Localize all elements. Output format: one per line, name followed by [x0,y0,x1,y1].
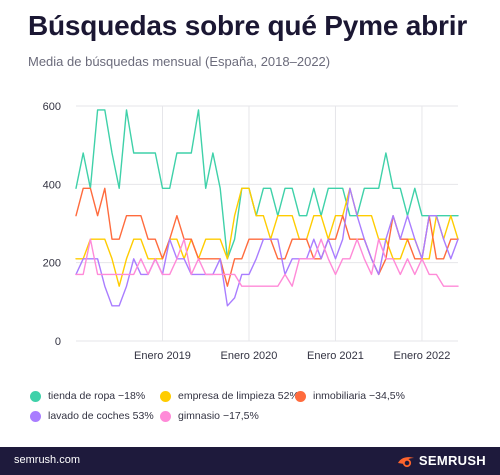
legend-label: tienda de ropa −18% [48,390,146,402]
footer-url[interactable]: semrush.com [14,454,81,466]
x-tick-label: Enero 2022 [394,350,451,362]
legend-swatch [295,390,306,402]
y-tick-label: 400 [43,179,61,191]
semrush-logo: SEMRUSH [397,453,486,468]
y-tick-label: 600 [43,101,61,113]
chart-title: Búsquedas sobre qué Pyme abrir [28,10,468,41]
legend-swatch [30,390,41,402]
y-tick-label: 200 [43,258,61,270]
legend-swatch [30,410,41,422]
x-tick-label: Enero 2021 [307,350,364,362]
legend-item: empresa de limpieza 52% [160,390,299,402]
legend-label: gimnasio −17,5% [178,410,259,422]
y-tick-label: 0 [55,336,61,348]
footer-bar: semrush.com SEMRUSH [0,447,500,475]
legend-item: gimnasio −17,5% [160,410,259,422]
legend-item: tienda de ropa −18% [30,390,145,402]
legend-item: inmobiliaria −34,5% [295,390,405,402]
x-tick-label: Enero 2019 [134,350,191,362]
series-line-1 [75,109,459,260]
x-tick-label: Enero 2020 [221,350,278,362]
legend-item: lavado de coches 53% [30,410,154,422]
line-chart: 0 200 400 600 Enero 2019 Enero 2020 Enero 2021… [43,101,459,362]
semrush-brand-text: SEMRUSH [418,453,486,468]
semrush-flame-icon [397,456,414,467]
legend-label: empresa de limpieza 52% [178,390,299,402]
legend-swatch [160,390,171,402]
series-line-4 [75,187,459,307]
legend-label: lavado de coches 53% [48,410,154,422]
series-line-5 [75,238,459,287]
chart-subtitle: Media de búsquedas mensual (España, 2018… [28,54,331,69]
legend-label: inmobiliaria −34,5% [313,390,405,402]
series-line-2 [75,187,459,287]
legend-swatch [160,410,171,422]
